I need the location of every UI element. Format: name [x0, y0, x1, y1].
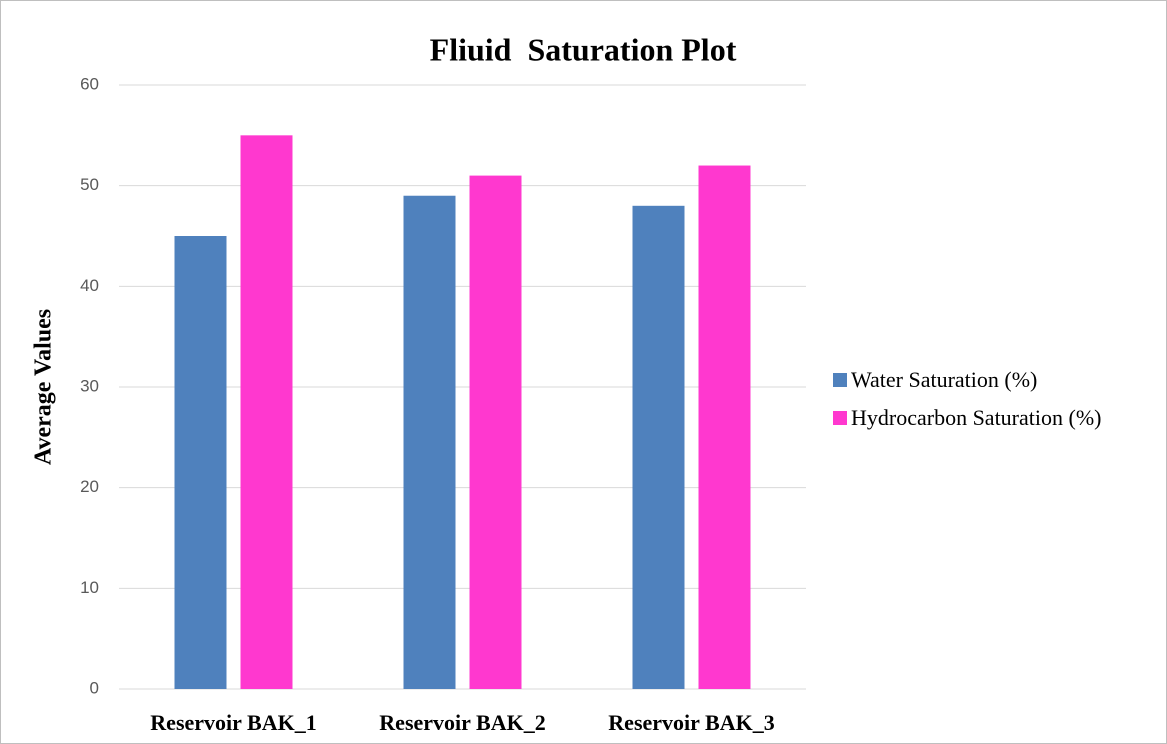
legend-swatch — [833, 373, 847, 387]
y-tick-label: 30 — [80, 376, 99, 395]
y-tick-label: 20 — [80, 477, 99, 496]
legend-item: Water Saturation (%) — [833, 367, 1153, 393]
legend-item: Hydrocarbon Saturation (%) — [833, 405, 1153, 431]
bar — [403, 195, 456, 689]
y-tick-label: 60 — [80, 74, 99, 93]
x-tick-label: Reservoir BAK_1 — [150, 710, 316, 735]
bar — [698, 165, 751, 690]
y-tick-label: 40 — [80, 276, 99, 295]
bar — [174, 236, 227, 689]
y-tick-label: 50 — [80, 175, 99, 194]
y-tick-label: 0 — [90, 678, 99, 697]
x-tick-label: Reservoir BAK_2 — [379, 710, 545, 735]
legend-swatch — [833, 411, 847, 425]
bar — [632, 205, 685, 690]
legend-label: Water Saturation (%) — [851, 367, 1038, 392]
bar — [240, 135, 293, 690]
legend-label: Hydrocarbon Saturation (%) — [851, 405, 1102, 430]
y-tick-label: 10 — [80, 578, 99, 597]
x-tick-label: Reservoir BAK_3 — [608, 710, 774, 735]
bar — [469, 175, 522, 690]
legend: Water Saturation (%) Hydrocarbon Saturati… — [833, 367, 1153, 443]
chart-title: Fliuid Saturation Plot — [430, 31, 737, 67]
y-axis-label: Average Values — [31, 309, 57, 465]
